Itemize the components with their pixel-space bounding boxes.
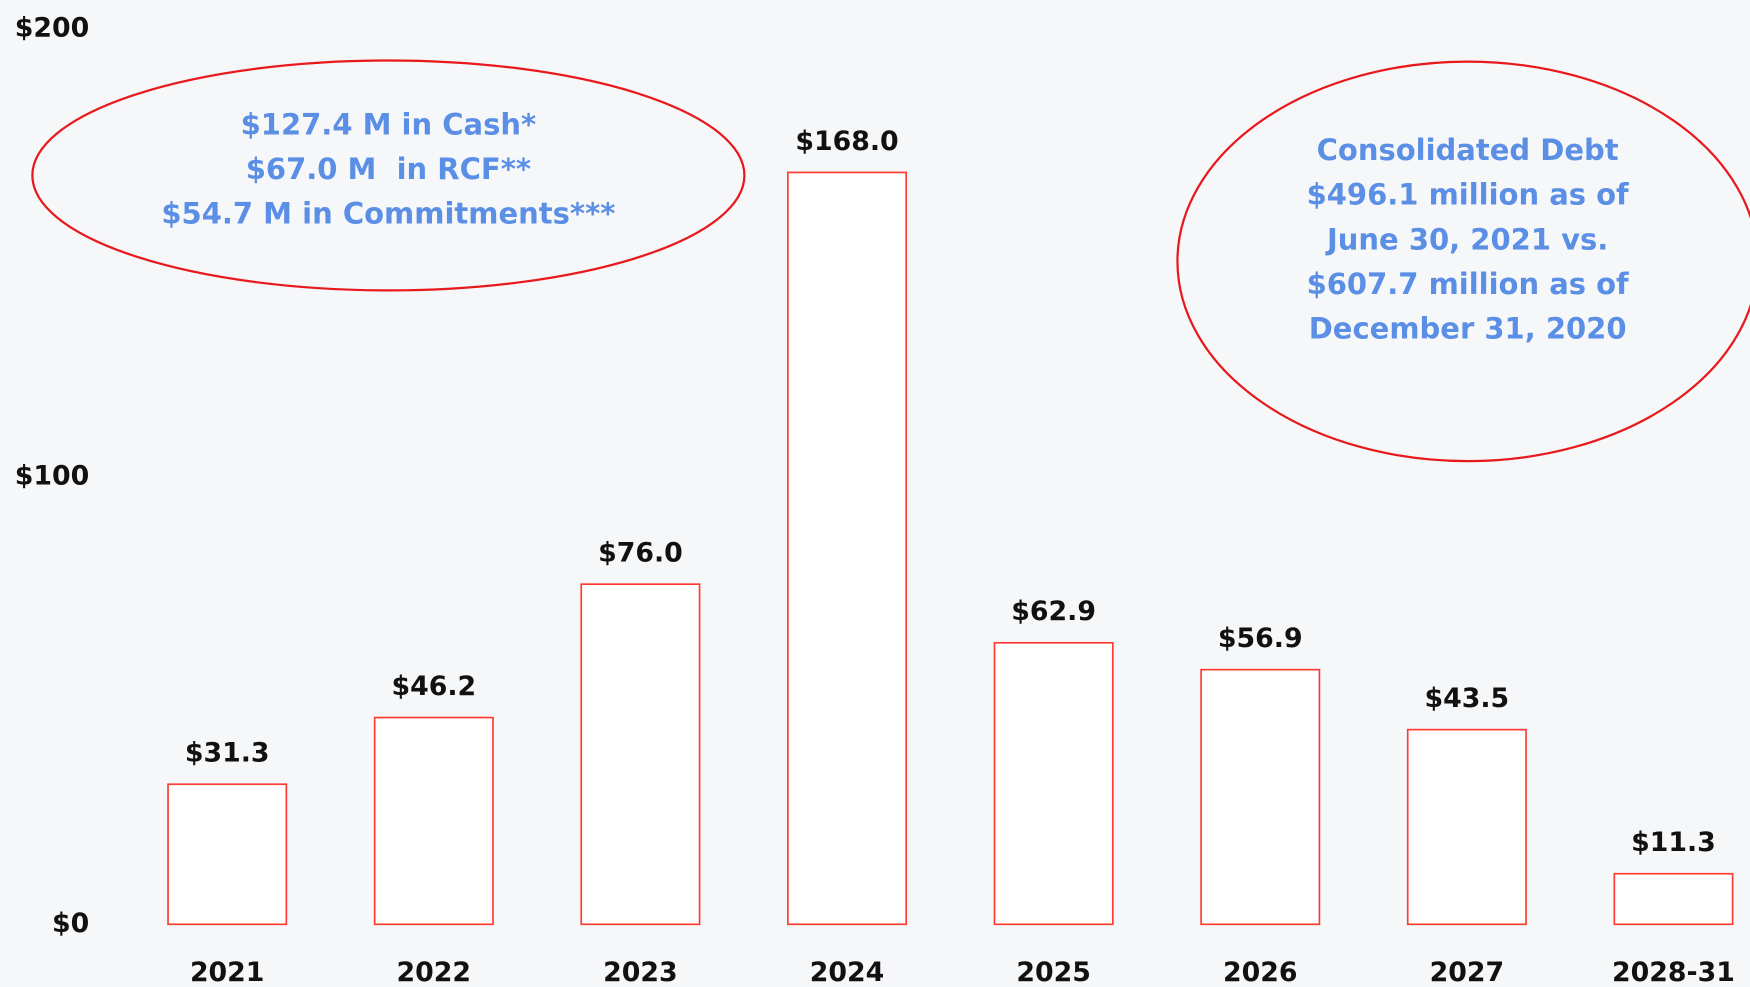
bar	[1613, 872, 1734, 926]
annotation-line: $127.4 M in Cash*	[241, 107, 537, 141]
x-tick-label: 2027	[1430, 957, 1504, 987]
bar	[1406, 728, 1527, 926]
bar	[1200, 668, 1321, 926]
x-tick-label: 2022	[397, 957, 472, 987]
bar	[580, 583, 701, 926]
value-label: $11.3	[1631, 827, 1716, 858]
value-label: $76.0	[598, 538, 683, 569]
callout-ellipse	[31, 59, 746, 292]
callout-ellipse	[1176, 60, 1750, 463]
annotation-line: $496.1 million as of	[1307, 178, 1629, 212]
x-tick-label: 2024	[810, 957, 885, 987]
bar	[373, 716, 494, 926]
x-tick-label: 2021	[190, 957, 265, 987]
value-label: $46.2	[391, 671, 476, 702]
y-tick-label: $100	[15, 460, 89, 491]
annotation-line: $67.0 M in RCF**	[246, 152, 531, 186]
x-tick-label: 2026	[1223, 957, 1298, 987]
x-tick-label: 2025	[1016, 957, 1091, 987]
annotation-line: $54.7 M in Commitments***	[161, 197, 615, 231]
value-label: $43.5	[1425, 683, 1510, 714]
annotation-line: December 31, 2020	[1309, 312, 1627, 346]
x-tick-label: 2023	[603, 957, 678, 987]
y-tick-label: $200	[15, 13, 89, 44]
y-tick-label: $0	[52, 908, 89, 939]
value-label: $168.0	[795, 126, 898, 157]
annotation-line: Consolidated Debt	[1317, 133, 1619, 167]
value-label: $31.3	[185, 738, 270, 769]
x-tick-label: 2028-31	[1612, 957, 1735, 987]
bar	[787, 171, 908, 926]
bar	[167, 783, 288, 926]
value-label: $62.9	[1011, 596, 1096, 627]
value-label: $56.9	[1218, 623, 1303, 654]
annotation-line: June 30, 2021 vs.	[1325, 222, 1608, 256]
annotation-line: $607.7 million as of	[1307, 267, 1629, 301]
bar	[993, 641, 1114, 926]
